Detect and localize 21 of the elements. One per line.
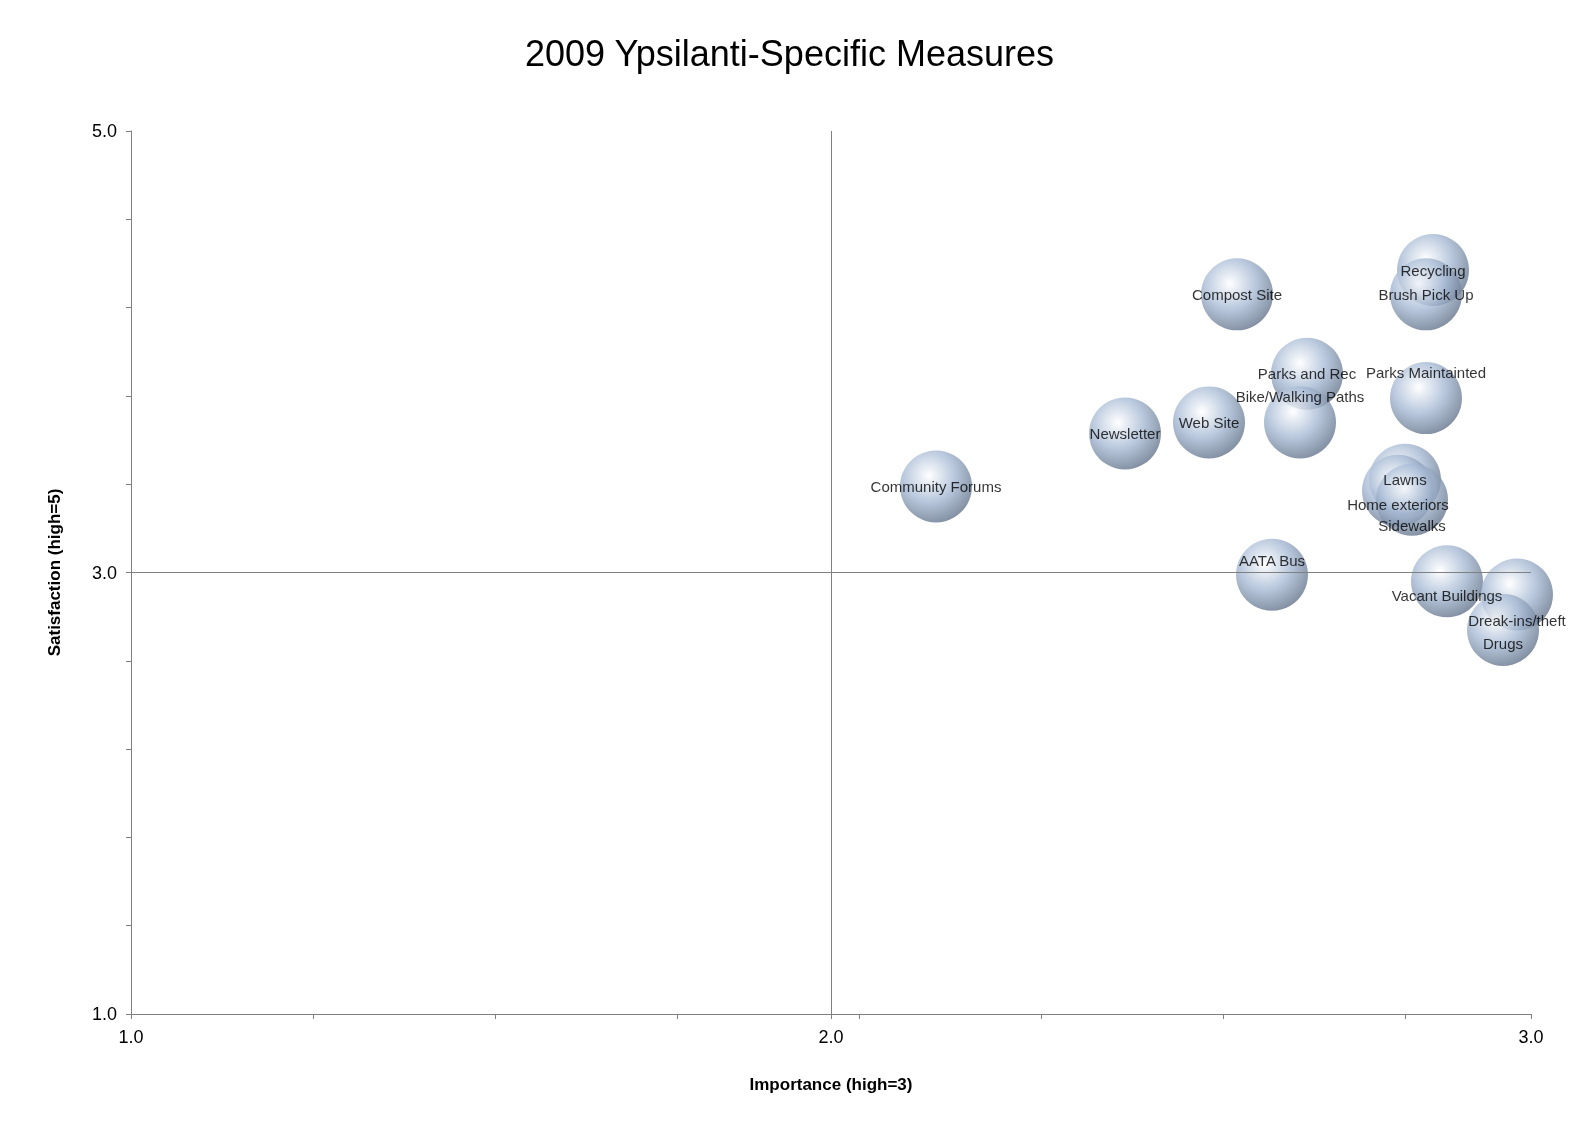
series-label: Vacant Buildings bbox=[1391, 586, 1503, 604]
series-label: Home exteriors bbox=[1347, 496, 1449, 514]
series-label: Lawns bbox=[1383, 471, 1427, 489]
y-tick-label: 3.0 bbox=[91, 562, 117, 583]
y-axis-title: Satisfaction (high=5) bbox=[45, 488, 64, 657]
chart-title: 2009 Ypsilanti-Specific Measures bbox=[525, 32, 1054, 74]
x-axis-title: Importance (high=3) bbox=[749, 1075, 913, 1094]
series-label: Parks Maintainted bbox=[1365, 363, 1487, 381]
series-label: Recycling bbox=[1400, 261, 1466, 279]
x-tick-label: 3.0 bbox=[1518, 1027, 1544, 1047]
y-tick-label: 1.0 bbox=[91, 1004, 117, 1024]
x-tick-label: 1.0 bbox=[118, 1027, 144, 1047]
series-label: Community Forums bbox=[870, 477, 1002, 495]
x-tick-label: 2.0 bbox=[818, 1027, 844, 1047]
series-label: Drugs bbox=[1482, 635, 1524, 653]
series-label: Newsletter bbox=[1089, 424, 1161, 442]
series-label: Dreak-ins/theft bbox=[1468, 612, 1567, 630]
series-label: AATA Bus bbox=[1238, 552, 1306, 570]
series-label: Web Site bbox=[1178, 413, 1240, 431]
series-label: Parks and Rec bbox=[1257, 365, 1357, 383]
y-tick-label: 5.0 bbox=[91, 121, 117, 141]
